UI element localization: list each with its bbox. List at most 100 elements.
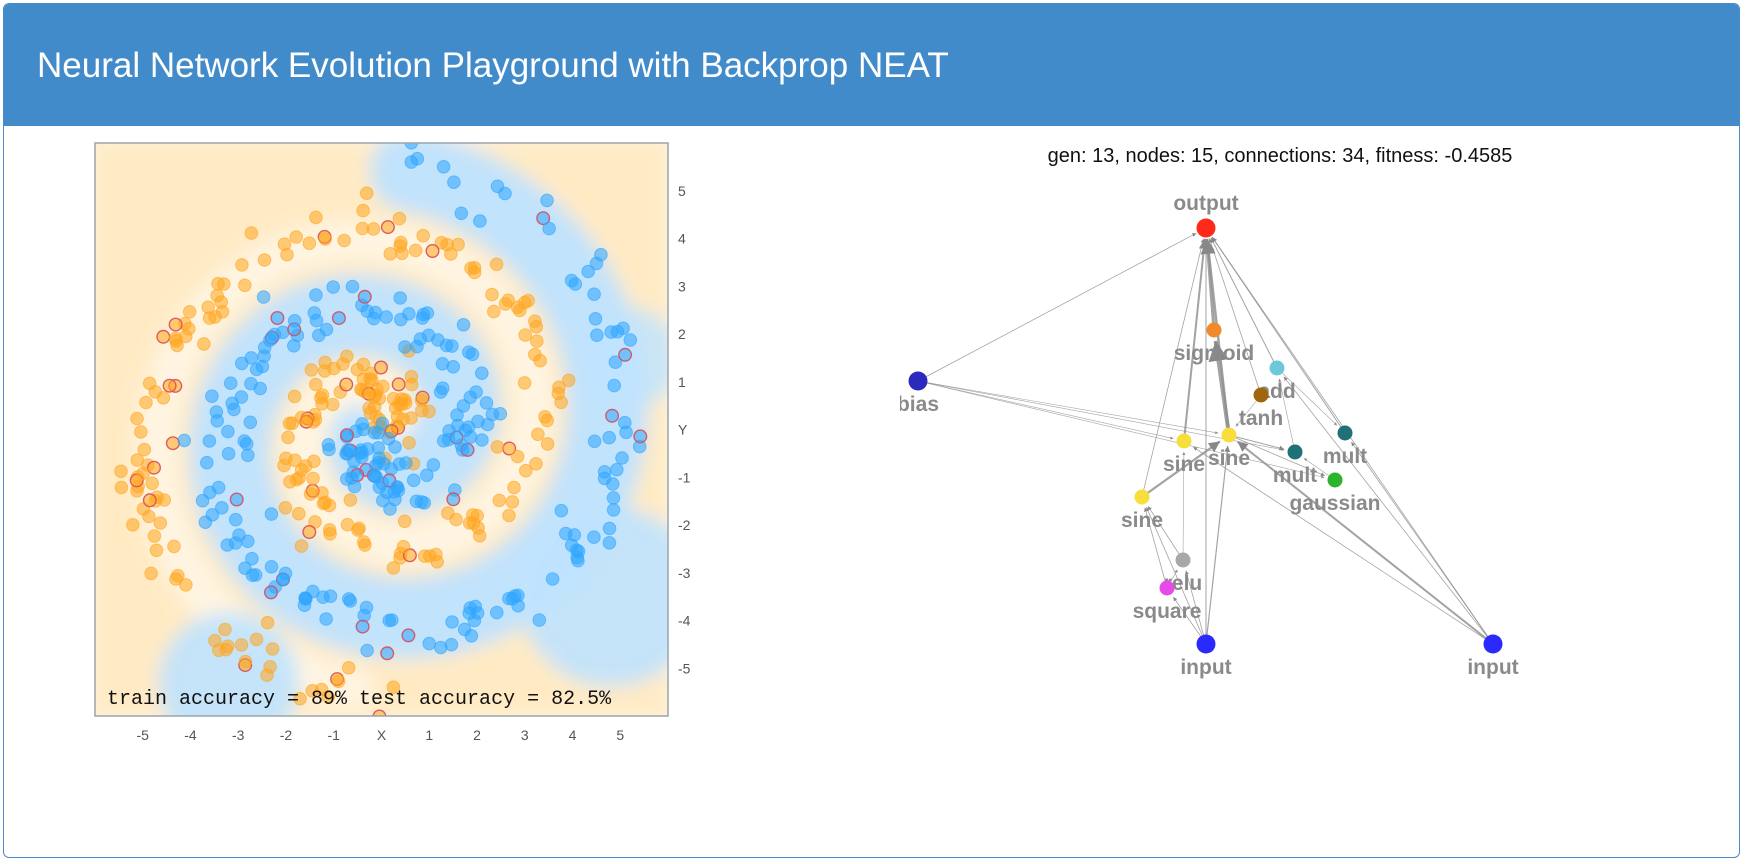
node-bias[interactable]: bias — [900, 371, 939, 417]
app-frame: Neural Network Evolution Playground with… — [3, 3, 1740, 858]
orange-class-point — [492, 493, 507, 508]
node-sigmoid[interactable]: sigmoid — [1174, 322, 1255, 366]
blue-class-point — [493, 407, 508, 421]
node-square-circle[interactable] — [1159, 580, 1175, 596]
node-sine3-circle[interactable] — [1134, 489, 1150, 505]
connection-edge — [1185, 570, 1207, 645]
node-input1[interactable]: input — [1180, 634, 1232, 680]
node-tanh[interactable]: tanh — [1239, 387, 1283, 431]
orange-class-point — [126, 518, 140, 532]
blue-class-point — [255, 359, 270, 374]
orange-class-point — [303, 487, 318, 501]
orange-class-point — [168, 317, 183, 332]
y-tick-label: 5 — [678, 183, 686, 199]
orange-class-point — [168, 331, 183, 346]
node-mult1-circle[interactable] — [1337, 425, 1353, 441]
node-relu-circle[interactable] — [1175, 552, 1191, 568]
node-mult2-label: mult — [1273, 464, 1317, 487]
node-sine3[interactable]: sine — [1121, 489, 1163, 533]
blue-class-point — [234, 390, 249, 404]
node-mult1[interactable]: mult — [1323, 425, 1367, 469]
blue-class-point — [465, 347, 480, 362]
orange-class-point — [367, 389, 382, 404]
blue-class-point — [177, 433, 192, 448]
orange-class-point — [249, 632, 264, 647]
network-graph[interactable]: gen: 13, nodes: 15, connections: 34, fit… — [900, 140, 1680, 720]
blue-class-point — [323, 589, 338, 604]
orange-class-point — [416, 228, 431, 243]
node-sine1[interactable]: sine — [1163, 433, 1205, 477]
node-gaussian-circle[interactable] — [1327, 472, 1343, 488]
node-sine2[interactable]: sine — [1208, 427, 1250, 471]
orange-class-point — [165, 436, 180, 451]
orange-class-point — [404, 377, 419, 392]
blue-class-point — [339, 446, 353, 461]
orange-class-point — [149, 543, 164, 558]
blue-class-point — [471, 414, 485, 429]
blue-class-point — [406, 473, 421, 488]
node-mult2-circle[interactable] — [1287, 444, 1303, 460]
x-tick-label: -1 — [328, 727, 341, 743]
blue-class-point — [243, 415, 258, 430]
app-header: Neural Network Evolution Playground with… — [4, 4, 1739, 126]
blue-class-point — [434, 640, 448, 655]
connection-edge — [1144, 507, 1168, 589]
node-input2[interactable]: input — [1467, 634, 1519, 680]
blue-class-point — [542, 221, 556, 236]
node-sine1-circle[interactable] — [1176, 433, 1192, 449]
blue-class-point — [399, 456, 413, 470]
node-sigmoid-label: sigmoid — [1174, 342, 1255, 365]
blue-class-point — [606, 491, 621, 505]
blue-class-point — [454, 438, 469, 453]
node-bias-circle[interactable] — [908, 371, 928, 391]
orange-class-point — [145, 476, 160, 491]
orange-class-point — [293, 691, 307, 706]
blue-class-point — [220, 538, 235, 552]
blue-class-point — [590, 328, 604, 342]
orange-class-point — [374, 360, 389, 375]
decision-boundary-plot[interactable]: -5 -4 -3 -2 -1 X 1 2 3 4 5 5 4 3 2 1 Y -1 -2 -3 -4 -5 train ac… — [90, 140, 790, 840]
connection-edge — [917, 380, 1325, 479]
blue-class-point — [276, 572, 290, 587]
node-output[interactable]: output — [1173, 192, 1239, 238]
orange-class-point — [472, 529, 487, 543]
blue-class-point — [479, 396, 494, 410]
blue-class-point — [606, 503, 621, 517]
orange-class-point — [380, 220, 395, 235]
node-tanh-circle[interactable] — [1253, 387, 1269, 403]
orange-class-point — [337, 233, 351, 248]
orange-class-point — [130, 411, 144, 426]
node-sigmoid-circle[interactable] — [1206, 322, 1222, 338]
node-gaussian[interactable]: gaussian — [1289, 472, 1381, 516]
orange-class-point — [211, 276, 225, 291]
node-add-circle[interactable] — [1269, 360, 1285, 376]
node-input1-circle[interactable] — [1196, 634, 1216, 654]
y-tick-label: -1 — [678, 469, 691, 485]
blue-class-point — [270, 310, 285, 325]
blue-class-point — [319, 612, 333, 626]
x-tick-label: -4 — [184, 727, 197, 743]
node-mult1-label: mult — [1323, 445, 1367, 468]
blue-class-point — [445, 615, 459, 629]
blue-class-point — [446, 360, 461, 374]
blue-class-point — [344, 471, 359, 485]
orange-class-point — [147, 460, 162, 475]
blue-class-point — [319, 322, 334, 337]
orange-class-point — [510, 300, 525, 315]
orange-class-point — [507, 480, 521, 495]
blue-class-point — [402, 307, 416, 321]
orange-class-point — [466, 516, 481, 530]
orange-class-point — [561, 373, 576, 388]
blue-class-point — [393, 291, 408, 305]
orange-class-point — [142, 493, 157, 508]
connection-edge — [1210, 237, 1278, 369]
node-sine2-circle[interactable] — [1221, 427, 1237, 443]
blue-class-point — [616, 321, 630, 336]
node-input2-circle[interactable] — [1483, 634, 1503, 654]
node-mult2[interactable]: mult — [1273, 444, 1317, 488]
orange-class-point — [294, 539, 309, 553]
node-square[interactable]: square — [1133, 580, 1202, 624]
orange-class-point — [501, 293, 516, 308]
connection-edge — [1200, 238, 1216, 331]
node-output-circle[interactable] — [1196, 218, 1216, 238]
